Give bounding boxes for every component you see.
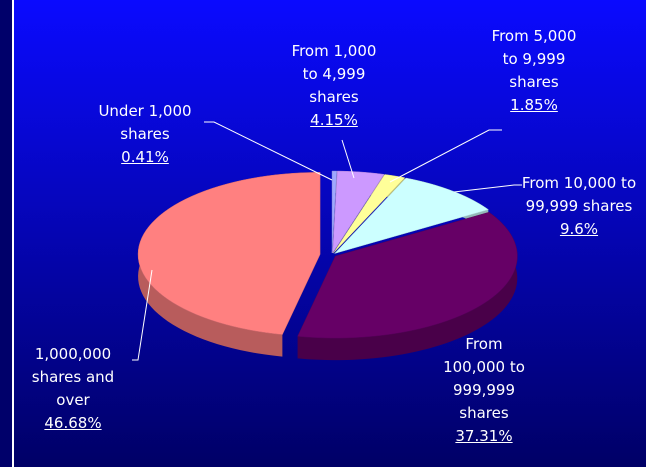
value-label: 37.31%: [455, 427, 513, 445]
slice-label: 1,000,000 shares and over 46.68%: [22, 343, 124, 435]
slices: [137, 170, 518, 361]
slice-label: From 10,000 to 99,999 shares 9.6%: [519, 172, 639, 241]
category-name: From 1,000 to 4,999 shares: [291, 42, 377, 106]
leader-line: [453, 184, 522, 193]
leader-line: [341, 139, 355, 179]
slice: [331, 170, 338, 254]
slice-side: [297, 212, 518, 361]
slice-label: Under 1,000 shares 0.41%: [89, 100, 201, 169]
leader-line: [389, 129, 502, 183]
pie: [132, 121, 522, 361]
value-label: 4.15%: [310, 111, 358, 129]
slice: [297, 211, 518, 339]
leader-line: [204, 121, 333, 181]
slice: [333, 177, 489, 254]
category-name: From 5,000 to 9,999 shares: [491, 27, 577, 91]
slice-label: From 5,000 to 9,999 shares 1.85%: [484, 25, 584, 117]
leader-line: [132, 269, 153, 361]
value-label: 1.85%: [510, 96, 558, 114]
category-name: Under 1,000 shares: [98, 102, 192, 143]
value-label: 9.6%: [559, 220, 599, 238]
chart: Under 1,000 shares 0.41% From 1,000 to 4,9…: [12, 0, 646, 467]
category-name: From 100,000 to 999,999 shares: [443, 335, 525, 422]
slice: [333, 174, 406, 254]
category-name: From 10,000 to 99,999 shares: [521, 174, 637, 215]
category-name: 1,000,000 shares and over: [31, 345, 115, 409]
slice-label: From 100,000 to 999,999 shares 37.31%: [434, 333, 534, 448]
value-label: 0.41%: [121, 148, 169, 166]
slice-label: From 1,000 to 4,999 shares 4.15%: [284, 40, 384, 132]
value-label: 46.68%: [44, 414, 102, 432]
slice: [332, 170, 385, 254]
slice: [137, 172, 321, 335]
